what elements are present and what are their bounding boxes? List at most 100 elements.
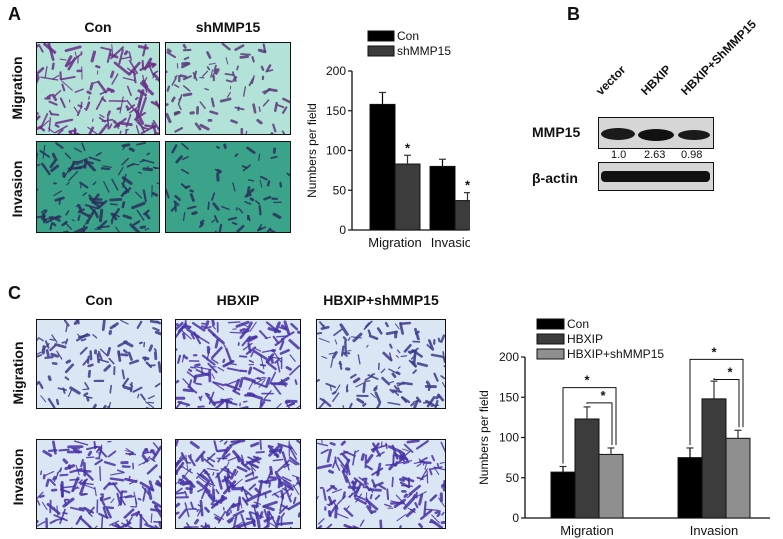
cell-mark — [253, 501, 262, 505]
legend-swatch — [536, 348, 565, 360]
cell-mark — [336, 456, 346, 468]
cell-mark — [94, 525, 98, 528]
cell-mark — [190, 366, 197, 369]
cell-mark — [264, 336, 271, 339]
cell-mark — [136, 209, 145, 221]
cell-mark — [352, 450, 356, 466]
cell-mark — [63, 169, 70, 178]
cell-mark — [381, 376, 391, 386]
cell-mark — [416, 362, 429, 368]
cell-mark — [367, 374, 379, 380]
cell-mark — [234, 153, 239, 157]
cell-mark — [358, 476, 369, 485]
cell-mark — [258, 330, 268, 340]
cell-mark — [44, 66, 48, 79]
cell-mark — [329, 385, 332, 391]
cell-mark — [96, 353, 100, 364]
cell-mark — [218, 223, 223, 232]
cell-mark — [281, 106, 288, 114]
cell-mark — [406, 440, 420, 444]
cell-mark — [99, 444, 103, 454]
cell-mark — [93, 193, 100, 201]
cell-mark — [289, 354, 296, 362]
cell-mark — [243, 376, 256, 383]
cell-mark — [110, 498, 115, 504]
cell-mark — [251, 380, 267, 388]
cell-mark — [135, 110, 140, 122]
cell-mark — [37, 125, 43, 131]
cell-mark — [37, 74, 40, 78]
cell-mark — [228, 440, 241, 447]
cell-mark — [110, 212, 117, 222]
legend-label: shMMP15 — [397, 44, 451, 58]
cell-mark — [71, 219, 75, 222]
cell-mark — [388, 352, 393, 361]
cell-mark — [201, 354, 216, 366]
cell-mark — [56, 350, 63, 360]
cell-mark — [328, 469, 335, 474]
cell-mark — [182, 466, 193, 474]
cell-mark — [55, 398, 60, 406]
cell-mark — [200, 483, 209, 500]
cell-mark — [347, 337, 351, 341]
cell-mark — [247, 335, 258, 341]
cell-mark — [296, 482, 300, 485]
significance-bracket — [713, 378, 740, 428]
legend-swatch — [367, 45, 395, 57]
cell-mark — [388, 368, 399, 375]
cell-mark — [185, 522, 190, 527]
cell-mark — [236, 65, 239, 71]
cell-mark — [395, 354, 399, 359]
cell-mark — [92, 403, 97, 408]
cell-mark — [277, 460, 290, 472]
cell-mark — [232, 182, 236, 192]
cell-mark — [434, 467, 440, 476]
cell-mark — [86, 161, 96, 172]
cell-mark — [84, 507, 93, 517]
cell-mark — [330, 484, 338, 491]
cell-mark — [328, 352, 337, 355]
cell-mark — [219, 97, 232, 103]
cell-mark — [255, 450, 265, 454]
cell-mark — [72, 227, 84, 232]
cell-mark — [415, 330, 420, 335]
cell-mark — [437, 337, 441, 343]
legend-swatch — [536, 318, 565, 330]
cell-mark — [402, 448, 409, 452]
x-tick-label: Migration — [368, 235, 421, 250]
cell-mark — [277, 478, 282, 489]
cell-mark — [189, 440, 200, 449]
cell-mark — [106, 49, 112, 63]
cell-mark — [137, 512, 148, 525]
cell-mark — [418, 522, 423, 528]
cell-mark — [151, 192, 159, 197]
cell-mark — [340, 440, 346, 446]
cell-mark — [49, 160, 57, 169]
cell-mark — [113, 61, 130, 75]
cell-mark — [191, 322, 206, 332]
cell-mark — [373, 385, 378, 390]
cell-mark — [248, 483, 257, 491]
cell-mark — [289, 493, 293, 498]
cell-mark — [206, 468, 219, 471]
cell-mark — [198, 222, 205, 228]
cell-mark — [364, 380, 371, 383]
cell-mark — [258, 226, 267, 231]
cell-mark — [123, 508, 135, 519]
cell-mark — [86, 90, 92, 95]
cell-mark — [136, 121, 146, 130]
cell-mark — [281, 451, 288, 466]
legend-swatch — [536, 333, 565, 345]
cell-mark — [88, 126, 95, 134]
cell-mark — [182, 354, 189, 360]
cell-mark — [352, 525, 361, 528]
cell-mark — [334, 339, 338, 345]
cell-mark — [326, 448, 332, 463]
cell-mark — [84, 204, 99, 210]
cell-mark — [217, 510, 226, 524]
micrograph-c-hbxip-shmmp15-invasion — [316, 439, 446, 529]
cell-mark — [204, 506, 210, 513]
cell-mark — [211, 320, 216, 326]
cell-mark — [69, 506, 85, 512]
cell-mark — [227, 321, 241, 324]
